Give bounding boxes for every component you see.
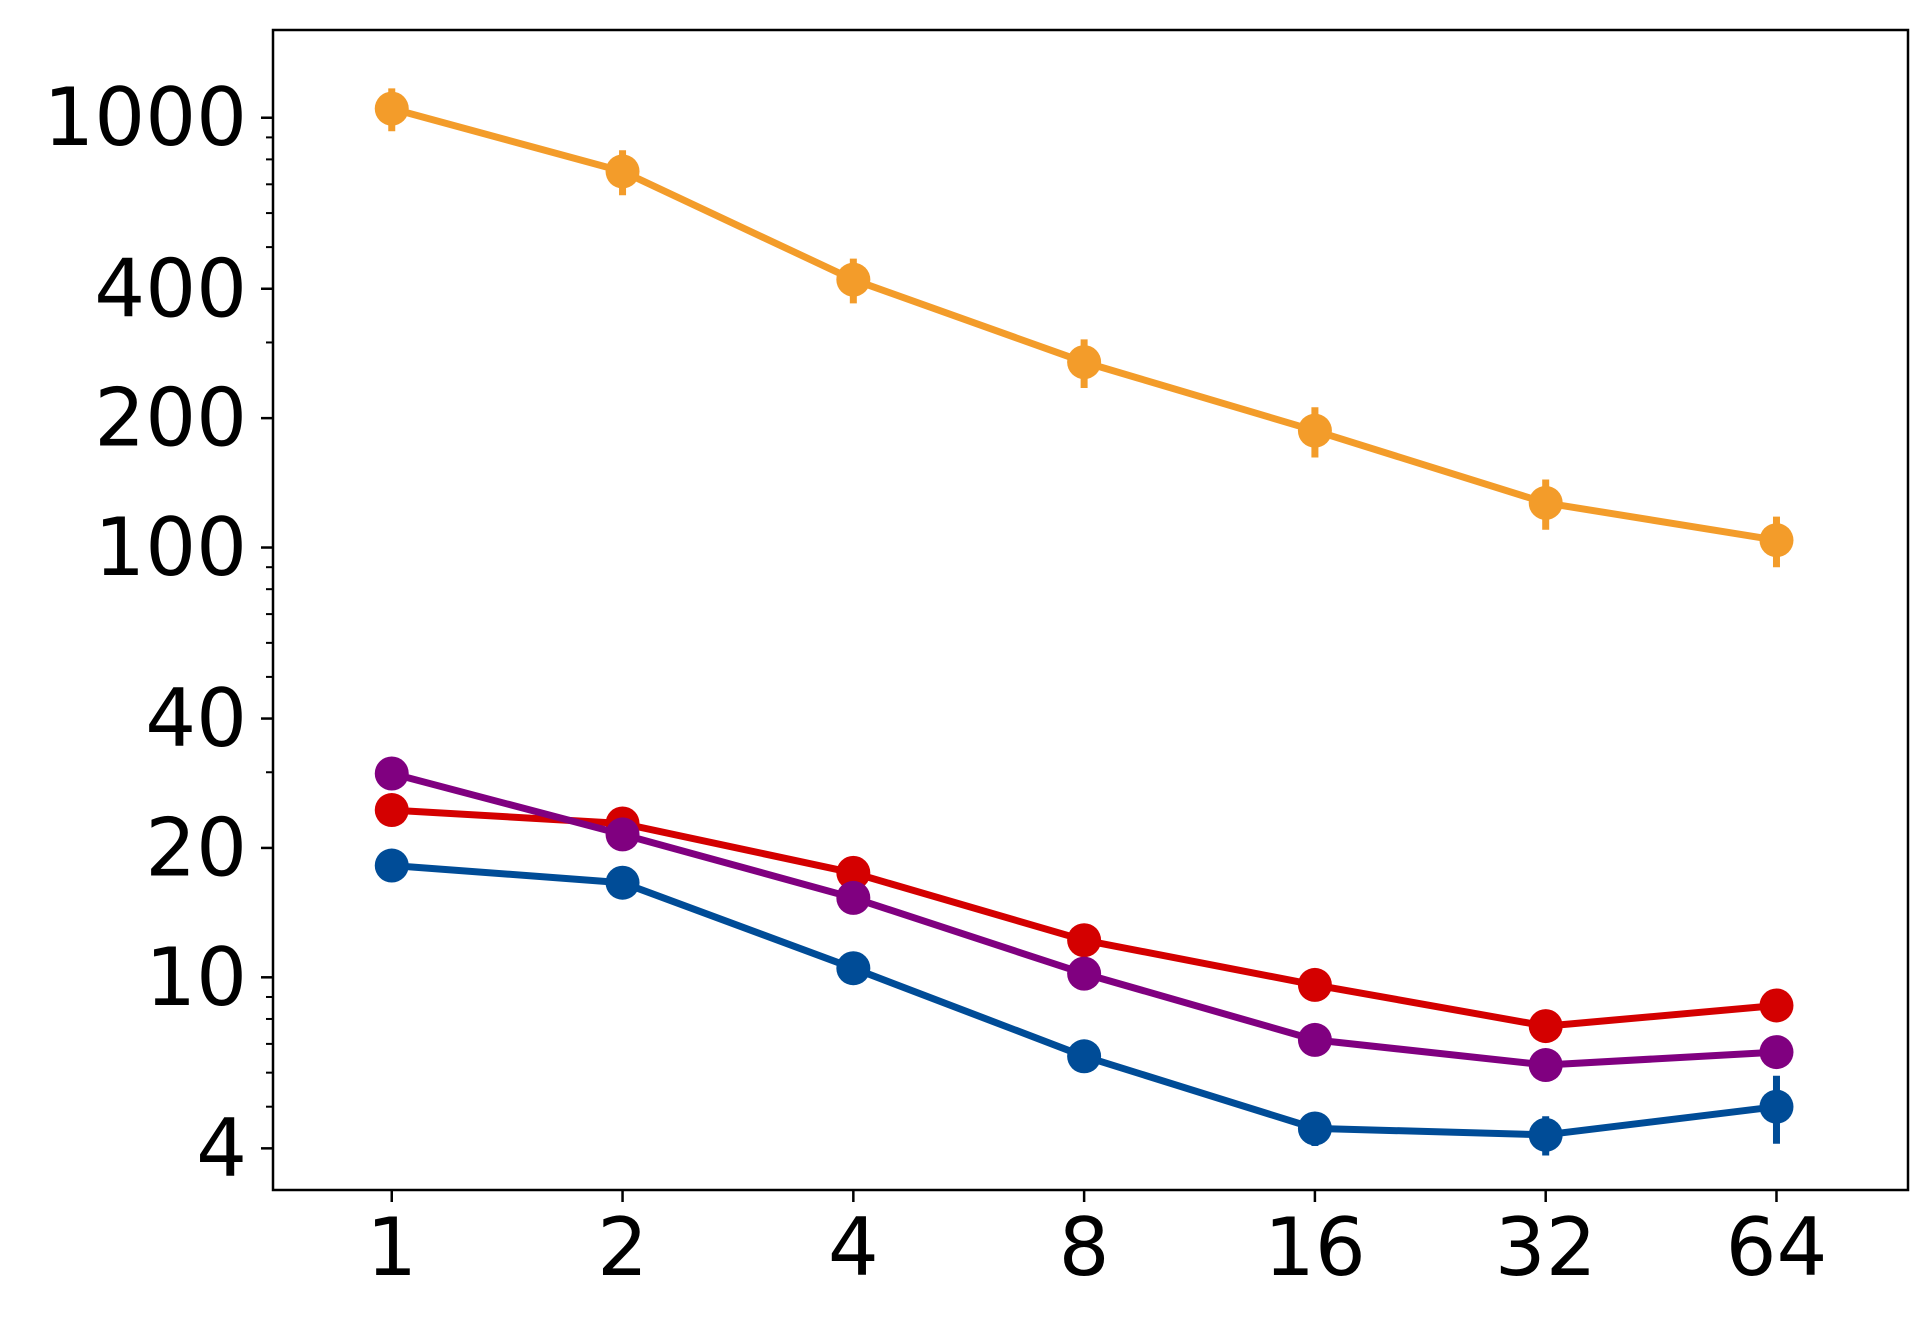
data-point <box>605 817 640 852</box>
y-tick-label: 4 <box>196 1102 247 1195</box>
data-point <box>1528 1009 1563 1044</box>
plot-frame <box>271 28 1910 1192</box>
data-point <box>1067 1039 1102 1074</box>
data-point <box>1297 967 1332 1002</box>
x-tick-label: 1 <box>366 1201 417 1294</box>
data-point <box>1067 923 1102 958</box>
y-tick-label: 200 <box>94 372 247 465</box>
y-tick-label: 1000 <box>43 71 247 164</box>
data-point <box>1067 345 1102 380</box>
series-3 <box>374 756 1794 1083</box>
data-point <box>374 848 409 883</box>
data-point <box>1067 956 1102 991</box>
data-point <box>374 793 409 828</box>
data-point <box>836 951 871 986</box>
x-tick-label: 4 <box>828 1201 879 1294</box>
y-tick-label: 10 <box>145 931 247 1024</box>
x-tick-label: 32 <box>1495 1201 1597 1294</box>
data-point <box>1528 1117 1563 1152</box>
data-point <box>1297 1111 1332 1146</box>
data-point <box>605 865 640 900</box>
data-point <box>1759 1035 1794 1070</box>
y-tick-label: 20 <box>145 801 247 894</box>
x-tick-label: 16 <box>1264 1201 1366 1294</box>
data-point <box>836 262 871 297</box>
y-tick-label: 40 <box>145 672 247 765</box>
data-point <box>1297 413 1332 448</box>
data-point <box>836 855 871 890</box>
data-point <box>1759 523 1794 558</box>
data-point <box>1759 988 1794 1023</box>
series-1 <box>374 88 1794 568</box>
data-point <box>605 154 640 189</box>
x-tick-label: 2 <box>597 1201 648 1294</box>
data-point <box>836 880 871 915</box>
data-point <box>374 756 409 791</box>
data-point <box>374 91 409 126</box>
y-tick-label: 100 <box>94 501 247 594</box>
data-point <box>1528 485 1563 520</box>
series-layer <box>374 88 1794 1156</box>
x-tick-label: 8 <box>1059 1201 1110 1294</box>
data-point <box>1528 1048 1563 1083</box>
data-point <box>1297 1022 1332 1057</box>
series-4 <box>374 848 1794 1156</box>
x-tick-label: 64 <box>1726 1201 1828 1294</box>
data-point <box>1759 1089 1794 1124</box>
axes-layer: 4 10 20 40 100 200 400 1000 1 2 4 8 16 32 64 <box>43 28 1910 1294</box>
y-tick-label: 400 <box>94 242 247 335</box>
